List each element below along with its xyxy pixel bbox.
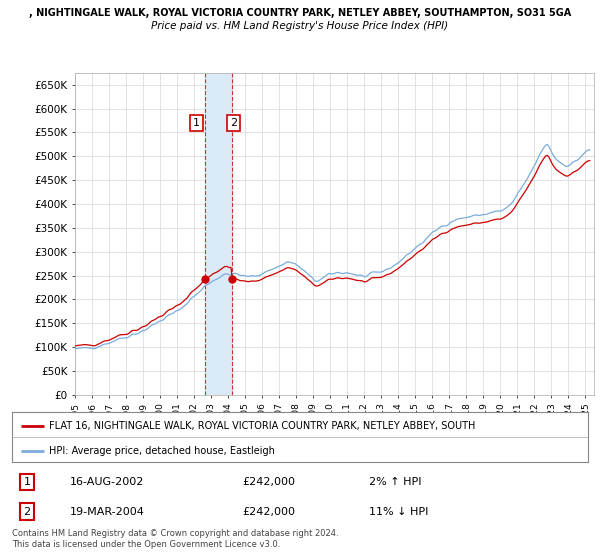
Text: Price paid vs. HM Land Registry's House Price Index (HPI): Price paid vs. HM Land Registry's House … bbox=[151, 21, 449, 31]
Text: 19-MAR-2004: 19-MAR-2004 bbox=[70, 507, 145, 517]
Text: 1: 1 bbox=[23, 477, 31, 487]
Text: £242,000: £242,000 bbox=[242, 477, 295, 487]
Text: 2: 2 bbox=[230, 118, 237, 128]
Text: 1: 1 bbox=[193, 118, 200, 128]
Text: , NIGHTINGALE WALK, ROYAL VICTORIA COUNTRY PARK, NETLEY ABBEY, SOUTHAMPTON, SO31: , NIGHTINGALE WALK, ROYAL VICTORIA COUNT… bbox=[29, 8, 571, 18]
Text: HPI: Average price, detached house, Eastleigh: HPI: Average price, detached house, East… bbox=[49, 446, 275, 456]
Text: 11% ↓ HPI: 11% ↓ HPI bbox=[369, 507, 428, 517]
Text: FLAT 16, NIGHTINGALE WALK, ROYAL VICTORIA COUNTRY PARK, NETLEY ABBEY, SOUTH: FLAT 16, NIGHTINGALE WALK, ROYAL VICTORI… bbox=[49, 421, 476, 431]
Text: 2: 2 bbox=[23, 507, 31, 517]
Text: Contains HM Land Registry data © Crown copyright and database right 2024.
This d: Contains HM Land Registry data © Crown c… bbox=[12, 529, 338, 549]
Text: £242,000: £242,000 bbox=[242, 507, 295, 517]
Text: 16-AUG-2002: 16-AUG-2002 bbox=[70, 477, 144, 487]
Bar bbox=[205, 73, 232, 395]
Text: 2% ↑ HPI: 2% ↑ HPI bbox=[369, 477, 422, 487]
